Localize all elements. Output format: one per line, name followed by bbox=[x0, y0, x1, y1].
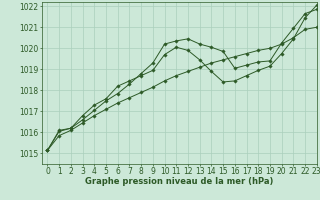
X-axis label: Graphe pression niveau de la mer (hPa): Graphe pression niveau de la mer (hPa) bbox=[85, 177, 273, 186]
